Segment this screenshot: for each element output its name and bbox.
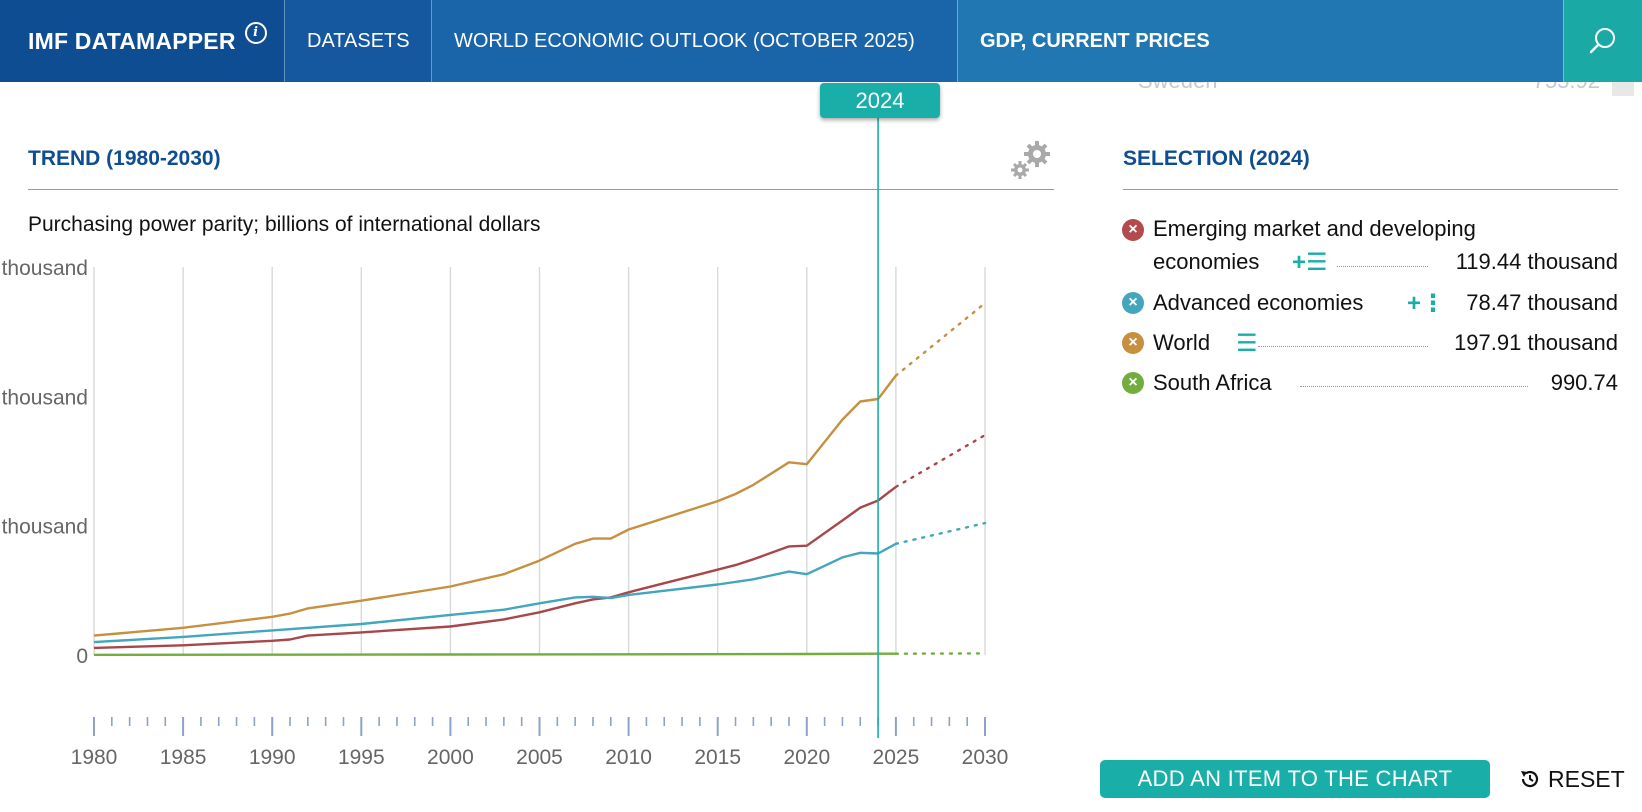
x-axis: 1980 1985 1990 1995 2000 2005 2010 2015 2020 2025… <box>71 717 1009 769</box>
breadcrumb-dataset-weo[interactable]: WORLD ECONOMIC OUTLOOK (OCTOBER 2025) <box>431 0 957 82</box>
y-axis-labels: 0 100 thousand 200 thousand 300 thousand <box>0 257 88 668</box>
remove-x-icon[interactable]: × <box>1122 219 1144 241</box>
selection-item-world[interactable]: × World ☰ 197.91 thousand <box>1122 330 1618 360</box>
list-icon[interactable]: ☰ <box>1236 330 1258 357</box>
reset-label: RESET <box>1548 765 1625 792</box>
selection-item-value: 78.47 thousand <box>1458 290 1618 316</box>
trend-divider <box>28 189 1054 190</box>
series-projection-2[interactable] <box>894 302 987 377</box>
top-navigation-bar: IMF DATAMAPPER i DATASETS WORLD ECONOMIC… <box>0 0 1642 82</box>
x-tick-label: 2015 <box>694 746 741 769</box>
gear-icon[interactable] <box>1010 138 1054 182</box>
chart-gridlines <box>93 267 986 655</box>
trend-chart[interactable]: 0 100 thousand 200 thousand 300 thousand 19… <box>0 82 1060 782</box>
remove-x-icon[interactable]: × <box>1122 372 1144 394</box>
brand-logo[interactable]: IMF DATAMAPPER i <box>0 0 284 82</box>
list-scrollbar[interactable] <box>1612 82 1634 96</box>
search-icon <box>1589 28 1615 54</box>
x-tick-label: 1980 <box>71 746 118 769</box>
leader-dots <box>1337 266 1428 267</box>
series-line-3[interactable] <box>93 652 896 656</box>
trend-title: TREND (1980-2030) <box>28 147 221 170</box>
selection-item-emde[interactable]: × Emerging market and developing economi… <box>1122 216 1618 280</box>
x-tick-label: 2000 <box>427 746 474 769</box>
reset-icon <box>1521 770 1539 788</box>
y-tick-label: 200 thousand <box>0 386 88 409</box>
selection-title: SELECTION (2024) <box>1123 147 1310 170</box>
series-line-2[interactable] <box>93 374 897 637</box>
selection-item-value: 990.74 <box>1542 370 1618 396</box>
info-icon[interactable]: i <box>244 22 267 44</box>
series-projection-1[interactable] <box>894 521 987 545</box>
add-item-button[interactable]: ADD AN ITEM TO THE CHART <box>1100 760 1490 798</box>
selection-divider <box>1123 189 1618 190</box>
selection-item-value: 119.44 thousand <box>1447 249 1618 275</box>
x-tick-label: 2025 <box>873 746 920 769</box>
selection-item-value: 197.91 thousand <box>1446 330 1618 356</box>
selection-item-label[interactable]: Emerging market and developing <box>1153 216 1476 241</box>
x-tick-label: 2005 <box>516 746 563 769</box>
series-line-1[interactable] <box>93 542 897 644</box>
x-tick-label: 1995 <box>338 746 385 769</box>
x-tick-label: 1990 <box>249 746 296 769</box>
brand-name[interactable]: IMF DATAMAPPER <box>28 27 236 54</box>
breadcrumb-datasets[interactable]: DATASETS <box>284 0 431 82</box>
add-list-icon[interactable]: +☰ <box>1292 249 1328 276</box>
add-list-icon[interactable]: +⋮ <box>1407 290 1446 317</box>
selection-item-label[interactable]: World <box>1153 330 1211 355</box>
y-tick-label: 0 <box>76 645 88 668</box>
country-list-peek: Sweden 755.92 <box>1138 82 1600 104</box>
breadcrumb-indicator[interactable]: GDP, CURRENT PRICES <box>957 0 1563 82</box>
chart-subtitle: Purchasing power parity; billions of int… <box>28 213 541 236</box>
leader-dots <box>1258 346 1428 347</box>
leader-dots <box>1300 386 1528 387</box>
selection-item-advanced[interactable]: × Advanced economies +⋮ 78.47 thousand <box>1122 290 1618 320</box>
x-tick-label: 2020 <box>783 746 830 769</box>
selection-item-label[interactable]: South Africa <box>1153 370 1272 395</box>
selection-item-label-cont[interactable]: economies <box>1153 249 1260 274</box>
x-tick-label: 2010 <box>605 746 652 769</box>
x-tick-label: 2030 <box>962 746 1009 769</box>
remove-x-icon[interactable]: × <box>1122 292 1144 314</box>
y-tick-label: 300 thousand <box>0 257 88 280</box>
x-tick-label: 1985 <box>160 746 207 769</box>
y-tick-label: 100 thousand <box>0 516 88 539</box>
chart-series <box>93 302 987 656</box>
reset-button[interactable]: RESET <box>1518 762 1625 796</box>
selection-item-south-africa[interactable]: × South Africa 990.74 <box>1122 370 1618 400</box>
peek-value: 755.92 <box>1533 82 1600 94</box>
series-projection-0[interactable] <box>894 433 987 489</box>
peek-label: Sweden <box>1138 82 1218 94</box>
remove-x-icon[interactable]: × <box>1122 332 1144 354</box>
search-button[interactable] <box>1563 0 1642 82</box>
year-slider-badge[interactable]: 2024 <box>820 83 940 118</box>
selection-item-label[interactable]: Advanced economies <box>1153 290 1364 315</box>
